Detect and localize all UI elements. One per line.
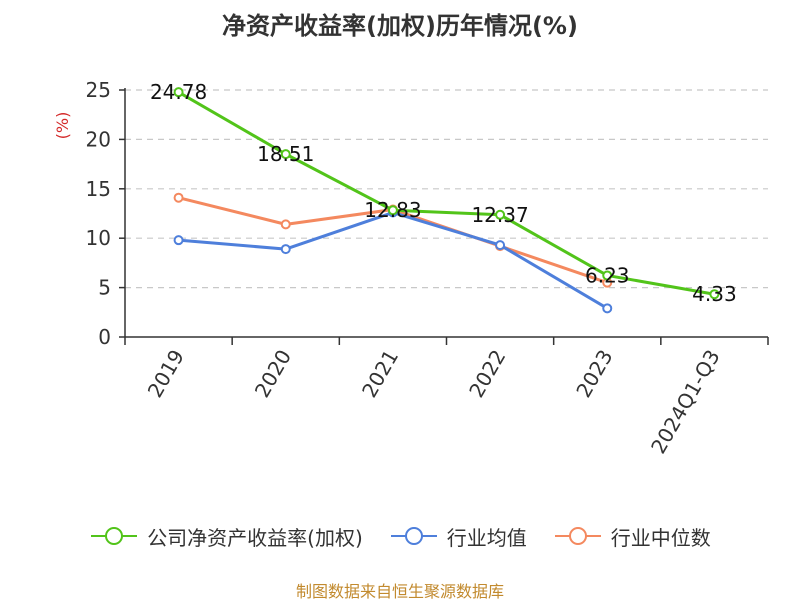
chart-title: 净资产收益率(加权)历年情况(%) xyxy=(222,12,578,40)
series-line-0 xyxy=(177,90,715,296)
data-label: 24.78 xyxy=(150,80,207,104)
x-tick-label: 2021 xyxy=(357,346,403,402)
data-point xyxy=(280,244,291,255)
y-tick-label: 25 xyxy=(86,78,111,102)
y-tick-label: 15 xyxy=(86,177,111,201)
legend-item: 行业中位数 xyxy=(553,522,711,551)
data-point xyxy=(709,289,720,300)
data-point xyxy=(280,149,291,160)
data-label: 18.51 xyxy=(257,142,314,166)
legend: 公司净资产收益率(加权) 行业均值 行业中位数 xyxy=(0,520,800,552)
data-point xyxy=(173,87,184,98)
y-axis-label: (%) xyxy=(53,112,72,140)
x-tick-label: 2020 xyxy=(250,346,296,402)
legend-swatch-icon xyxy=(390,527,437,545)
axes: 0 5 10 15 20 25 (%) 2019 2020 2021 2022 2023 2024Q1-… xyxy=(53,78,769,458)
legend-label: 公司净资产收益率(加权) xyxy=(147,525,363,550)
data-label: 4.33 xyxy=(692,282,737,306)
legend-swatch-icon xyxy=(91,527,138,545)
data-point xyxy=(495,209,506,220)
data-labels: 24.78 18.51 12.83 12.37 6.23 4.33 xyxy=(150,80,737,306)
series-lines xyxy=(173,87,720,314)
data-label: 6.23 xyxy=(585,263,630,287)
y-tick-label: 20 xyxy=(86,127,111,151)
legend-swatch-icon xyxy=(554,527,601,545)
gridlines xyxy=(125,89,768,289)
x-tick-label: 2024Q1-Q3 xyxy=(646,346,725,458)
data-label: 12.37 xyxy=(471,203,528,227)
y-tick-label: 5 xyxy=(98,276,111,300)
y-tick-label: 10 xyxy=(86,226,111,250)
source-note: 制图数据来自恒生聚源数据库 xyxy=(295,582,504,601)
x-tick-label: 2023 xyxy=(571,346,617,402)
legend-item: 公司净资产收益率(加权) xyxy=(89,522,363,551)
data-point xyxy=(173,235,184,246)
y-tick-label: 0 xyxy=(98,325,111,349)
legend-label: 行业均值 xyxy=(446,525,527,550)
legend-label: 行业中位数 xyxy=(610,525,711,550)
legend-item: 行业均值 xyxy=(389,522,527,551)
data-point xyxy=(173,192,184,203)
data-point xyxy=(495,240,506,251)
data-point xyxy=(387,205,398,216)
x-tick-label: 2022 xyxy=(464,346,510,402)
data-point xyxy=(280,219,291,230)
data-label: 12.83 xyxy=(364,198,421,222)
data-point xyxy=(602,270,613,281)
x-tick-label: 2019 xyxy=(143,346,189,402)
data-point xyxy=(602,303,613,314)
